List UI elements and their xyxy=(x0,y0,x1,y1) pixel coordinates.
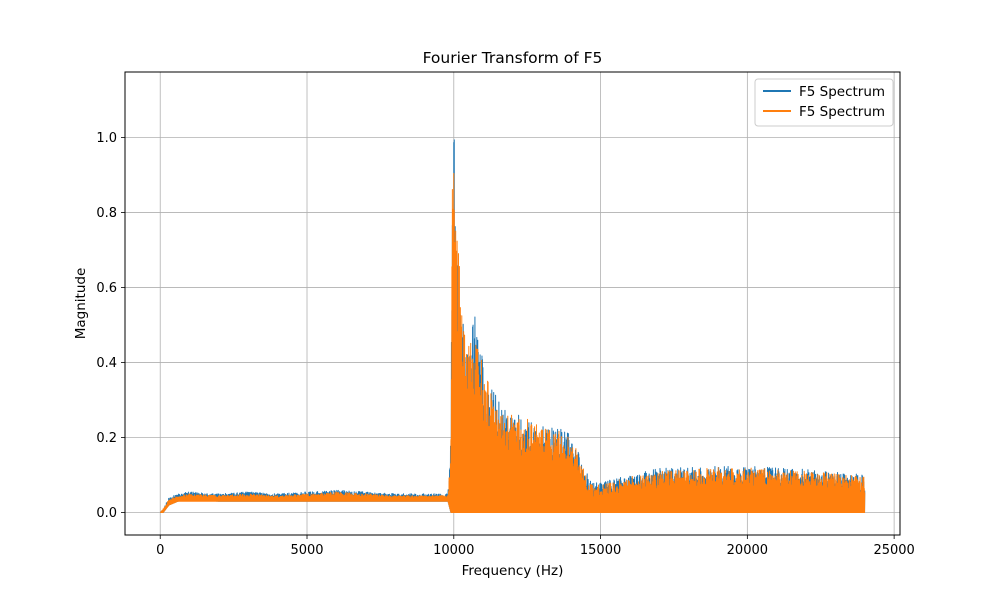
chart-title: Fourier Transform of F5 xyxy=(423,49,603,67)
plot-frame xyxy=(124,71,901,536)
series-line-2 xyxy=(159,172,866,514)
x-tick-label: 20000 xyxy=(727,543,768,558)
x-axis: 0 5000 10000 15000 20000 25000 xyxy=(156,535,915,558)
legend-label-series-1: F5 Spectrum xyxy=(799,84,885,100)
y-tick-label: 1.0 xyxy=(96,131,117,146)
x-tick-label: 10000 xyxy=(433,543,474,558)
y-tick-label: 0.0 xyxy=(96,506,117,521)
y-tick-label: 0.8 xyxy=(96,206,117,221)
y-tick-label: 0.2 xyxy=(96,431,117,446)
y-tick-label: 0.6 xyxy=(96,281,117,296)
series-layer xyxy=(159,139,866,514)
x-tick-label: 25000 xyxy=(873,543,914,558)
y-tick-label: 0.4 xyxy=(96,356,117,371)
y-axis: 0.0 0.2 0.4 0.6 0.8 1.0 xyxy=(96,131,125,521)
x-tick-label: 0 xyxy=(156,543,164,558)
legend: F5 Spectrum F5 Spectrum xyxy=(754,78,894,127)
legend-label-series-2: F5 Spectrum xyxy=(799,104,885,120)
x-tick-label: 5000 xyxy=(290,543,323,558)
x-tick-label: 15000 xyxy=(580,543,621,558)
x-axis-label: Frequency (Hz) xyxy=(462,563,564,579)
y-axis-label: Magnitude xyxy=(73,268,89,340)
